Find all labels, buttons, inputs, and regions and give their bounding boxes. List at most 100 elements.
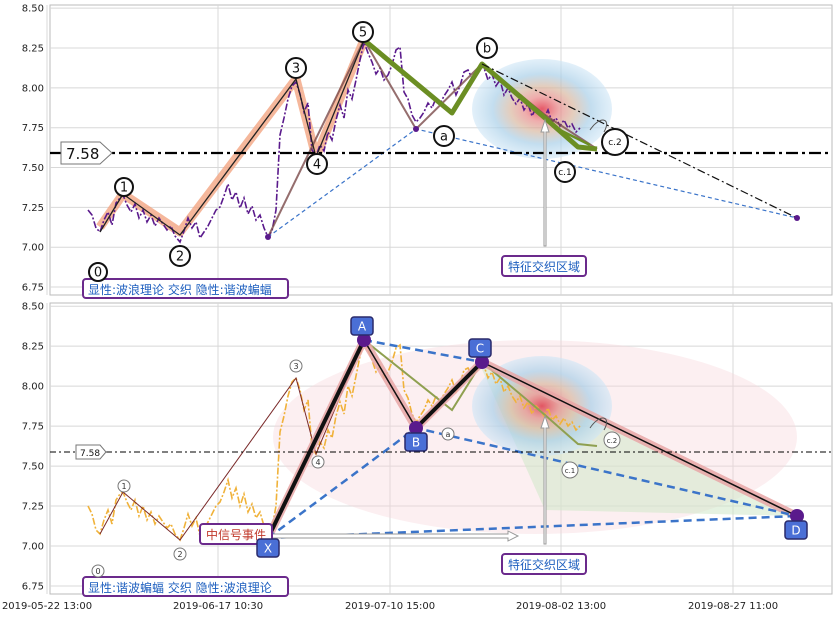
xabcd-marker-box [404, 432, 428, 452]
wave-marker-label: 0 [94, 266, 102, 281]
x-tick-label: 2019-07-10 15:00 [345, 601, 435, 612]
wave-marker-circle [554, 161, 576, 183]
x-tick-label: 2019-05-22 13:00 [2, 601, 92, 612]
wave-lines-bottom [99, 339, 365, 541]
abc-green-lines-thin [519, 94, 591, 147]
y-tick-label: 8.25 [22, 342, 44, 353]
y-tick-label: 6.75 [22, 582, 44, 593]
wave-marker-small [603, 431, 621, 449]
wave-marker-circle [88, 262, 108, 282]
wave-marker-circle [433, 125, 455, 147]
wave-marker-small [173, 547, 187, 561]
blue-dashed-bottom-2 [363, 338, 483, 364]
wave-marker-circle [114, 177, 134, 197]
target-point-top [794, 215, 800, 221]
wave-marker-small [117, 479, 131, 493]
wave-marker-small [561, 461, 579, 479]
wave-marker-circle [601, 128, 629, 156]
x-tick-label: 2019-08-02 13:00 [516, 601, 606, 612]
wave-marker-label: 2 [176, 250, 184, 265]
wave-marker-small [289, 359, 303, 373]
wave-marker-small [311, 455, 325, 469]
wave-marker-small-label: c.1 [565, 467, 576, 475]
zone-label-bottom-box [501, 553, 587, 575]
wave-marker-small [441, 427, 455, 441]
xabcd-marker-label: A [358, 320, 367, 334]
xabcd-marker-box [350, 316, 374, 336]
wave-marker-label: a [440, 130, 448, 145]
wave-marker-small-label: 0 [95, 567, 100, 576]
xabcd-marker-label: C [476, 342, 484, 356]
wave-marker-label: b [483, 42, 491, 57]
wave-marker-small [91, 564, 105, 578]
bottom-y-ticks: 8.50 8.25 8.00 7.75 7.50 7.25 7.00 6.75 [22, 302, 44, 593]
x-tick-label: 2019-06-17 10:30 [173, 601, 263, 612]
y-tick-label: 8.00 [22, 83, 44, 94]
zone-label-top-box [501, 255, 587, 277]
xabcd-marker-box [256, 538, 280, 558]
y-tick-label: 7.00 [22, 542, 44, 553]
wave-marker-label: 3 [292, 62, 300, 77]
wave-marker-label: 5 [359, 26, 367, 41]
xabcd-marker-label: D [791, 524, 800, 538]
signal-label-box [199, 523, 273, 545]
y-tick-label: 8.25 [22, 44, 44, 55]
harmonic-lines-top [267, 37, 598, 238]
caption-bottom: 显性:谐波蝙蝠 交织 隐性:波浪理论 [88, 580, 272, 595]
caption-top-box [82, 278, 289, 299]
wave-markers-bottom: 3 4 1 2 0 a c.1 c.2 [91, 359, 621, 578]
top-grid [46, 5, 832, 295]
y-tick-label: 8.00 [22, 382, 44, 393]
top-y-ticks: 8.50 8.25 8.00 7.75 7.50 7.25 7.00 6.75 [22, 4, 44, 294]
projection-dashdot-top [481, 63, 798, 219]
blue-dashed-xd [267, 514, 798, 540]
swirl-bottom [589, 417, 608, 431]
y-tick-label: 7.00 [22, 243, 44, 254]
top-panel: 7.58 特征交织区域 显性:波浪理论 交织 隐性:谐波蝙蝠 0 1 2 3 4 5 a b c… [50, 21, 832, 299]
pivot-a [357, 333, 371, 347]
y-tick-label: 7.25 [22, 203, 44, 214]
wave-marker-circle [285, 57, 307, 79]
swirl-top [589, 119, 608, 133]
wave-marker-small-label: 4 [315, 458, 320, 467]
caption-bottom-box [82, 576, 289, 597]
caption-top: 显性:波浪理论 交织 隐性:谐波蝙蝠 [88, 282, 272, 297]
wave-marker-circle [352, 21, 374, 43]
xabcd-markers: X A B C D [256, 316, 808, 558]
xabcd-marker-label: X [264, 542, 272, 556]
y-tick-label: 7.75 [22, 422, 44, 433]
wave-lines-top [99, 39, 365, 236]
pivot-c [475, 355, 489, 369]
wave-marker-small-label: 3 [293, 362, 298, 371]
wave-marker-small-label: c.2 [607, 437, 618, 445]
wave-marker-label: 1 [120, 181, 128, 196]
x-tick-label: 2019-08-27 11:00 [688, 601, 778, 612]
zone-pointer-top [540, 118, 550, 247]
wave-marker-small-label: 1 [121, 482, 126, 491]
zone-label-bottom: 特征交织区域 [508, 557, 580, 572]
pivot-d [790, 509, 804, 523]
bottom-panel-frame [49, 302, 833, 595]
y-tick-label: 7.25 [22, 502, 44, 513]
wave-marker-circle [476, 37, 498, 59]
y-tick-label: 7.75 [22, 123, 44, 134]
x-ticks: 2019-05-22 13:00 2019-06-17 10:30 2019-07-… [2, 601, 778, 612]
target-zone-bottom [472, 356, 612, 456]
price-series-top [87, 39, 581, 244]
price-tag-bottom-text: 7.58 [80, 449, 100, 459]
signal-label: 中信号事件 [206, 527, 266, 542]
xabcd-marker-label: B [412, 436, 420, 450]
abc-green-lines [362, 38, 598, 152]
wave-marker-label: c.2 [608, 138, 622, 148]
y-tick-label: 7.50 [22, 163, 44, 174]
pivot-b [409, 421, 423, 435]
xabcd-marker-box [784, 520, 808, 540]
xa-bold-line [266, 339, 366, 539]
pivot-dot-x-top [265, 234, 271, 240]
wave-marker-label: c.1 [558, 168, 572, 178]
price-series-bottom [87, 337, 581, 542]
wave-marker-circle [306, 153, 328, 175]
pivot-dot-a-top [413, 126, 419, 132]
